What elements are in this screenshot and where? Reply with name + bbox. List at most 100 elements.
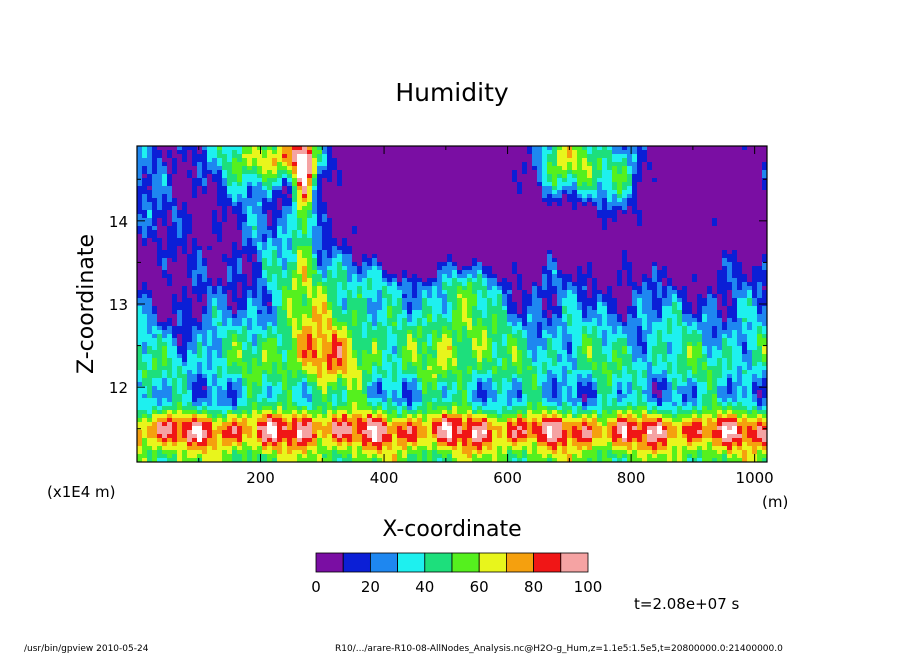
heatmap-cell (602, 174, 608, 179)
heatmap-cell (282, 266, 288, 271)
heatmap-cell (602, 146, 608, 151)
heatmap-cell (257, 218, 263, 223)
heatmap-cell (312, 186, 318, 191)
heatmap-cell (197, 274, 203, 279)
heatmap-cell (317, 194, 323, 199)
heatmap-cell (457, 218, 463, 223)
heatmap-cell (732, 218, 738, 223)
heatmap-cell (597, 202, 603, 207)
heatmap-cell (297, 298, 303, 303)
heatmap-cell (682, 294, 688, 299)
heatmap-cell (337, 270, 343, 275)
heatmap-cell (152, 282, 158, 287)
heatmap-cell (762, 170, 767, 175)
heatmap-cell (722, 258, 728, 263)
heatmap-cell (607, 222, 613, 227)
heatmap-cell (222, 182, 228, 187)
heatmap-cell (707, 294, 713, 299)
heatmap-cell (622, 258, 628, 263)
heatmap-cell (252, 210, 258, 215)
heatmap-cell (387, 302, 393, 307)
heatmap-cell (262, 194, 268, 199)
heatmap-cell (357, 206, 363, 211)
heatmap-cell (612, 258, 618, 263)
heatmap-cell (312, 182, 318, 187)
heatmap-cell (172, 170, 178, 175)
heatmap-cell (722, 150, 728, 155)
heatmap-cell (297, 266, 303, 271)
heatmap-cell (492, 214, 498, 219)
heatmap-cell (737, 290, 743, 295)
heatmap-cell (482, 286, 488, 291)
heatmap-cell (307, 150, 313, 155)
heatmap-cell (332, 238, 338, 243)
heatmap-cell (282, 194, 288, 199)
heatmap-cell (282, 210, 288, 215)
heatmap-cell (637, 150, 643, 155)
heatmap-cell (597, 242, 603, 247)
heatmap-cell (517, 286, 523, 291)
heatmap-cell (607, 238, 613, 243)
heatmap-cell (632, 174, 638, 179)
heatmap-cell (342, 198, 348, 203)
heatmap-cell (262, 178, 268, 183)
heatmap-cell (262, 266, 268, 271)
heatmap-cell (687, 186, 693, 191)
heatmap-cell (167, 166, 173, 171)
heatmap-cell (397, 174, 403, 179)
heatmap-cell (407, 298, 413, 303)
heatmap-cell (757, 194, 763, 199)
heatmap-cell (357, 214, 363, 219)
heatmap-cell (382, 294, 388, 299)
heatmap-cell (297, 178, 303, 183)
heatmap-cell (142, 198, 148, 203)
heatmap-cell (482, 218, 488, 223)
heatmap-cell (532, 150, 538, 155)
heatmap-cell (437, 218, 443, 223)
heatmap-cell (487, 274, 493, 279)
heatmap-cell (442, 170, 448, 175)
heatmap-cell (727, 234, 733, 239)
heatmap-cell (592, 290, 598, 295)
heatmap-cell (302, 202, 308, 207)
heatmap-cell (202, 266, 208, 271)
heatmap-cell (747, 222, 753, 227)
heatmap-cell (277, 174, 283, 179)
heatmap-cell (162, 206, 168, 211)
heatmap-cell (647, 250, 653, 255)
heatmap-cell (637, 294, 643, 299)
heatmap-cell (747, 218, 753, 223)
heatmap-cell (542, 234, 548, 239)
heatmap-cell (557, 154, 563, 159)
heatmap-cell (652, 206, 658, 211)
heatmap-cell (222, 250, 228, 255)
heatmap-cell (462, 238, 468, 243)
heatmap-cell (402, 202, 408, 207)
heatmap-cell (437, 250, 443, 255)
heatmap-cell (397, 234, 403, 239)
heatmap-cell (152, 294, 158, 299)
heatmap-cell (162, 166, 168, 171)
heatmap-cell (587, 166, 593, 171)
heatmap-cell (187, 198, 193, 203)
heatmap-cell (652, 214, 658, 219)
heatmap-cell (397, 190, 403, 195)
heatmap-cell (532, 290, 538, 295)
heatmap-cell (147, 234, 153, 239)
heatmap-cell (257, 246, 263, 251)
heatmap-cell (722, 146, 728, 151)
heatmap-cell (422, 154, 428, 159)
heatmap-cell (672, 238, 678, 243)
heatmap-cell (577, 262, 583, 267)
heatmap-cell (262, 166, 268, 171)
heatmap-cell (747, 202, 753, 207)
heatmap-cell (422, 190, 428, 195)
heatmap-cell (487, 158, 493, 163)
heatmap-cell (422, 278, 428, 283)
heatmap-cell (607, 210, 613, 215)
heatmap-cell (752, 234, 758, 239)
heatmap-cell (267, 250, 273, 255)
heatmap-cell (232, 150, 238, 155)
heatmap-cell (287, 198, 293, 203)
heatmap-cell (187, 206, 193, 211)
